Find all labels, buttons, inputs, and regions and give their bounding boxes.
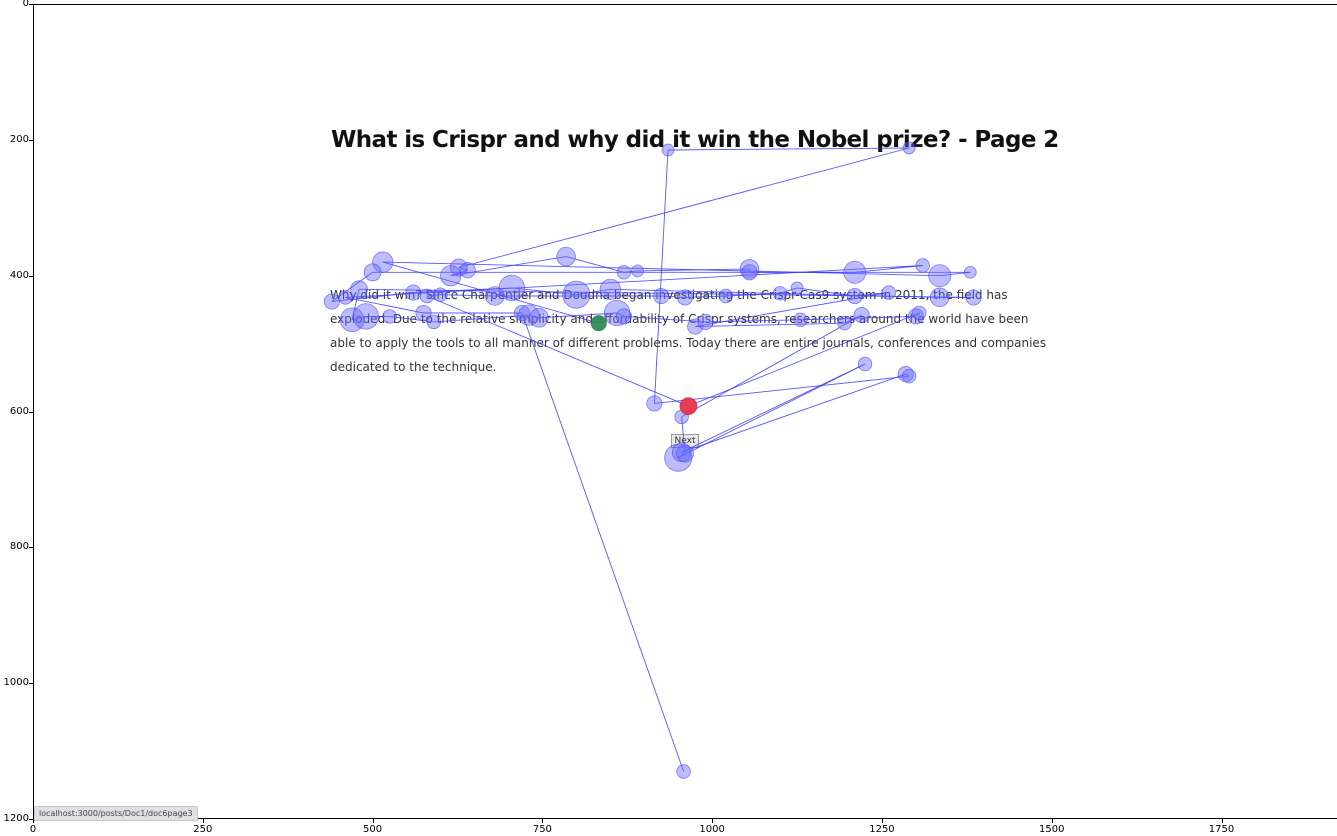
x-tick-mark <box>373 819 374 823</box>
x-tick-label: 1250 <box>869 824 895 835</box>
x-tick-mark <box>1052 819 1053 823</box>
x-tick-label: 1750 <box>1208 824 1235 835</box>
y-tick-mark <box>29 4 33 5</box>
y-tick-mark <box>29 819 33 820</box>
page-title: What is Crispr and why did it win the No… <box>331 127 1059 153</box>
status-bar-url: localhost:3000/posts/Doc1/doc6page3 <box>34 806 198 821</box>
axes-frame <box>33 4 1337 819</box>
x-tick-label: 1000 <box>699 824 725 835</box>
article-paragraph: Why did it win? Since Charpentier and Do… <box>330 288 1047 374</box>
x-tick-mark <box>1222 819 1223 823</box>
x-tick-label: 0 <box>29 824 37 835</box>
y-tick-label: 200 <box>9 133 29 145</box>
y-tick-label: 1200 <box>3 813 29 824</box>
y-tick-label: 600 <box>9 405 29 417</box>
y-tick-mark <box>29 683 33 684</box>
y-tick-mark <box>29 412 33 413</box>
y-tick-mark <box>29 140 33 141</box>
x-tick-label: 750 <box>532 824 552 835</box>
y-tick-label: 400 <box>9 269 29 281</box>
x-tick-mark <box>882 819 883 823</box>
y-tick-mark <box>29 276 33 277</box>
y-tick-mark <box>29 547 33 548</box>
x-tick-label: 1500 <box>1039 824 1065 835</box>
y-tick-label: 1000 <box>3 677 29 689</box>
x-tick-mark <box>203 819 204 823</box>
x-tick-mark <box>33 819 34 823</box>
next-button[interactable]: Next <box>671 434 699 448</box>
x-tick-mark <box>542 819 543 823</box>
x-tick-label: 500 <box>363 824 383 835</box>
y-tick-label: 0 <box>22 0 29 9</box>
x-tick-label: 250 <box>193 824 213 835</box>
x-tick-mark <box>712 819 713 823</box>
y-tick-label: 800 <box>9 541 29 553</box>
